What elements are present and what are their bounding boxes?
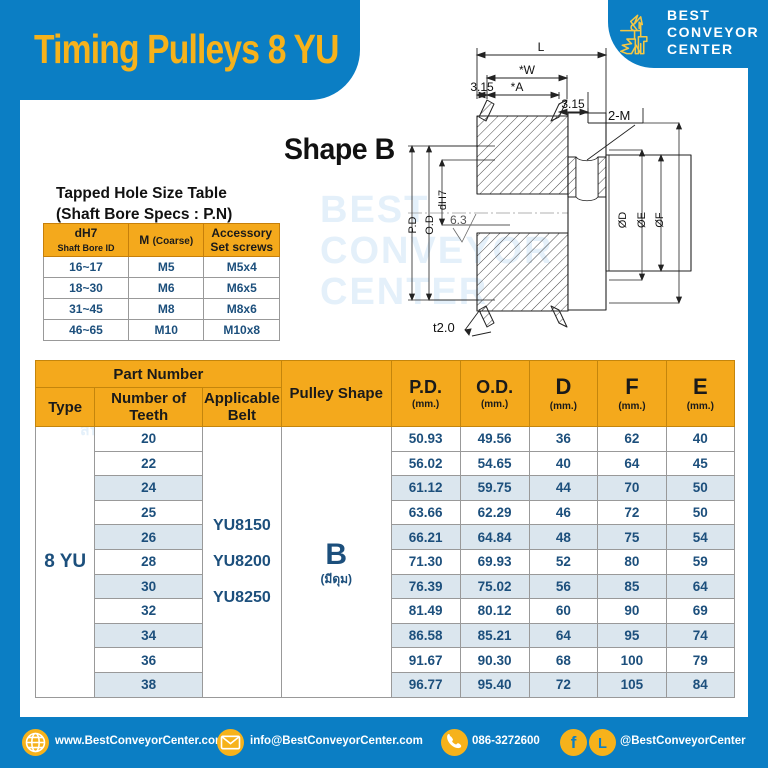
svg-text:ØD: ØD bbox=[617, 212, 629, 229]
svg-text:P.D: P.D bbox=[407, 216, 419, 233]
svg-text:3.15: 3.15 bbox=[561, 97, 585, 111]
svg-text:3.15: 3.15 bbox=[470, 80, 494, 94]
svg-text:ØF: ØF bbox=[654, 212, 666, 228]
svg-text:O.D: O.D bbox=[424, 215, 436, 235]
svg-text:*W: *W bbox=[519, 63, 536, 77]
svg-text:t2.0: t2.0 bbox=[433, 320, 455, 335]
svg-text:*A: *A bbox=[511, 80, 524, 94]
svg-text:6.3: 6.3 bbox=[450, 213, 467, 227]
svg-text:ØE: ØE bbox=[636, 212, 648, 228]
svg-text:dH7: dH7 bbox=[437, 190, 449, 210]
svg-text:L: L bbox=[538, 40, 545, 54]
svg-text:2-M: 2-M bbox=[608, 108, 630, 123]
